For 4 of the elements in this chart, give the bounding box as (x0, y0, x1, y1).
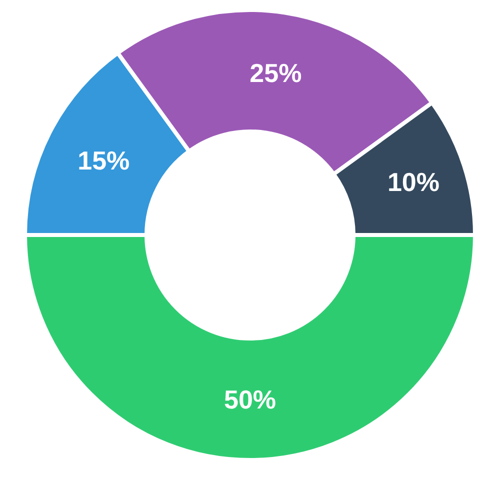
data-label: 25% (250, 58, 302, 88)
data-label: 15% (78, 145, 130, 176)
data-label: 50% (224, 384, 276, 414)
data-label: 10% (387, 166, 440, 197)
